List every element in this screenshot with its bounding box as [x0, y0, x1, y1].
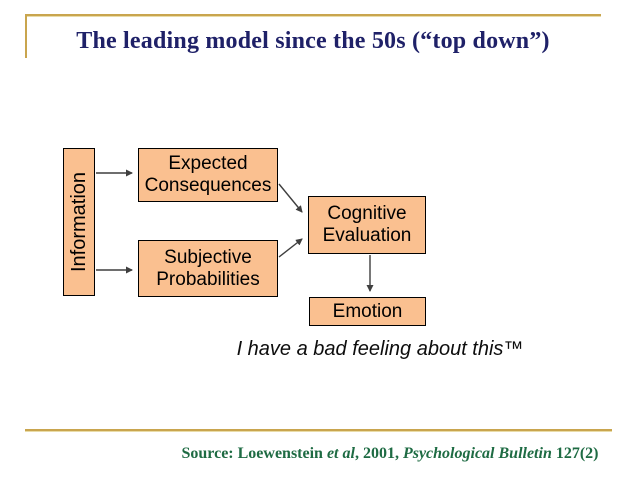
- title-rule-horizontal: [25, 14, 601, 16]
- arrow-expected-to-cognitive: [278, 183, 303, 213]
- box-subjective-probabilities-label: Subjective Probabilities: [156, 246, 260, 290]
- box-expected-consequences-label: Expected Consequences: [144, 153, 272, 196]
- source-journal: Psychological Bulletin: [402, 445, 552, 462]
- source-middle: , 2001,: [354, 445, 403, 462]
- quote-text: I have a bad feeling about this™: [236, 338, 524, 360]
- box-emotion: Emotion: [309, 297, 426, 326]
- source-citation: Source: Loewenstein et al, 2001, Psychol…: [130, 444, 638, 464]
- page-title: The leading model since the 50s (“top do…: [76, 28, 550, 54]
- source-suffix: 127(2): [551, 445, 599, 462]
- box-emotion-label: Emotion: [332, 300, 403, 322]
- box-subjective-probabilities: Subjective Probabilities: [138, 240, 278, 297]
- box-cognitive-evaluation-label: Cognitive Evaluation: [322, 203, 412, 246]
- footer-rule: [25, 429, 612, 431]
- box-cognitive-evaluation: Cognitive Evaluation: [308, 196, 426, 254]
- source-et-al: et al: [326, 445, 355, 462]
- title-rule-vertical: [25, 14, 27, 58]
- box-information-label: Information: [68, 171, 90, 273]
- box-information: Information: [63, 148, 95, 296]
- source-prefix: Source: Loewenstein: [181, 445, 327, 462]
- box-expected-consequences: Expected Consequences: [138, 148, 278, 202]
- arrow-subjective-to-cognitive: [278, 238, 303, 258]
